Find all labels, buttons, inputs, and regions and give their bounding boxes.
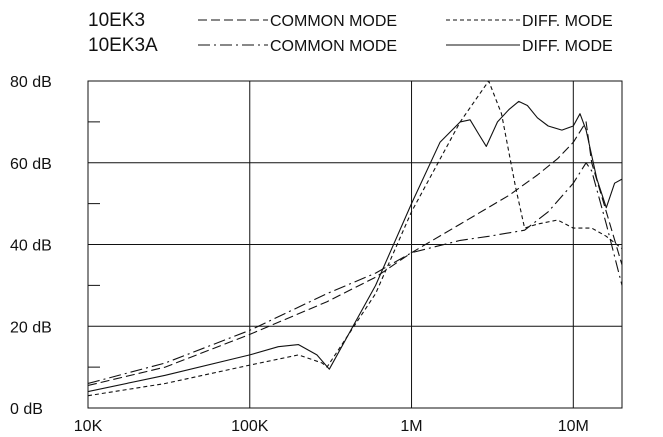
series-line-2 bbox=[88, 81, 622, 397]
series-line-4 bbox=[88, 100, 622, 393]
legend-entry-label: DIFF. MODE bbox=[522, 38, 613, 55]
grid-lines bbox=[87, 80, 623, 409]
plot-area bbox=[88, 81, 622, 397]
series-line-3 bbox=[88, 162, 622, 385]
x-tick-label: 10K bbox=[74, 418, 103, 435]
y-tick-label: 80 dB bbox=[10, 74, 52, 91]
x-tick-label: 10M bbox=[558, 418, 589, 435]
legend-entry-label: COMMON MODE bbox=[270, 38, 397, 55]
y-tick-label: 20 dB bbox=[10, 319, 52, 336]
legend-entry-label: DIFF. MODE bbox=[522, 13, 613, 30]
y-tick-label: 0 dB bbox=[10, 401, 43, 418]
legend-entry-label: COMMON MODE bbox=[270, 13, 397, 30]
x-tick-label: 100K bbox=[231, 418, 269, 435]
y-tick-label: 60 dB bbox=[10, 156, 52, 173]
axis-labels: 0 dB 20 dB 40 dB 60 dB 80 dB 10K 100K 1M 10M bbox=[10, 74, 589, 435]
series-line-1 bbox=[88, 121, 622, 387]
legend: 10EK3 COMMON MODE DIFF. MODE 10EK3A COMMON M… bbox=[88, 10, 613, 56]
legend-group-name: 10EK3 bbox=[88, 10, 145, 31]
x-tick-label: 1M bbox=[400, 418, 422, 435]
y-tick-label: 40 dB bbox=[10, 238, 52, 255]
legend-group-name: 10EK3A bbox=[88, 35, 158, 56]
